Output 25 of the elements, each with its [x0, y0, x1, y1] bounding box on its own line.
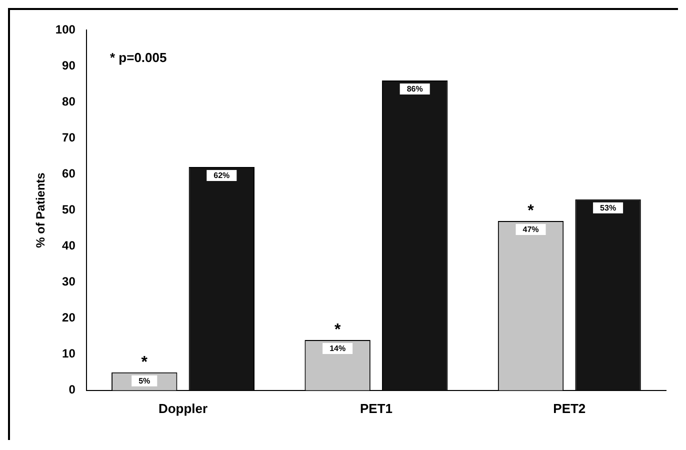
x-tick-label: PET2 [553, 400, 586, 416]
data-label: 5% [138, 376, 150, 386]
annotation: * [141, 354, 148, 371]
y-tick-label: 30 [62, 274, 76, 289]
data-label: 47% [522, 225, 539, 234]
data-label: 62% [214, 171, 230, 180]
y-tick-label: 50 [62, 202, 76, 217]
y-tick-label: 10 [62, 346, 76, 361]
y-axis-title: % of Patients [34, 172, 48, 248]
y-tick-label: 70 [62, 130, 76, 144]
annotation: * [334, 321, 342, 338]
y-tick-label: 40 [62, 238, 76, 253]
y-tick-label: 100 [55, 22, 76, 36]
data-label: 86% [406, 84, 423, 94]
y-tick-label: 80 [62, 94, 76, 108]
y-tick-label: 60 [62, 166, 76, 180]
data-label: 14% [330, 344, 346, 354]
annotation: * [528, 202, 535, 220]
y-tick-label: 0 [68, 382, 76, 397]
y-tick-label: 20 [62, 310, 76, 325]
x-tick-label: PET1 [360, 400, 392, 416]
data-label: 53% [600, 204, 616, 213]
annotation: * p=0.005 [110, 50, 167, 65]
x-tick-label: Doppler [158, 400, 208, 416]
y-tick-label: 90 [62, 58, 76, 72]
